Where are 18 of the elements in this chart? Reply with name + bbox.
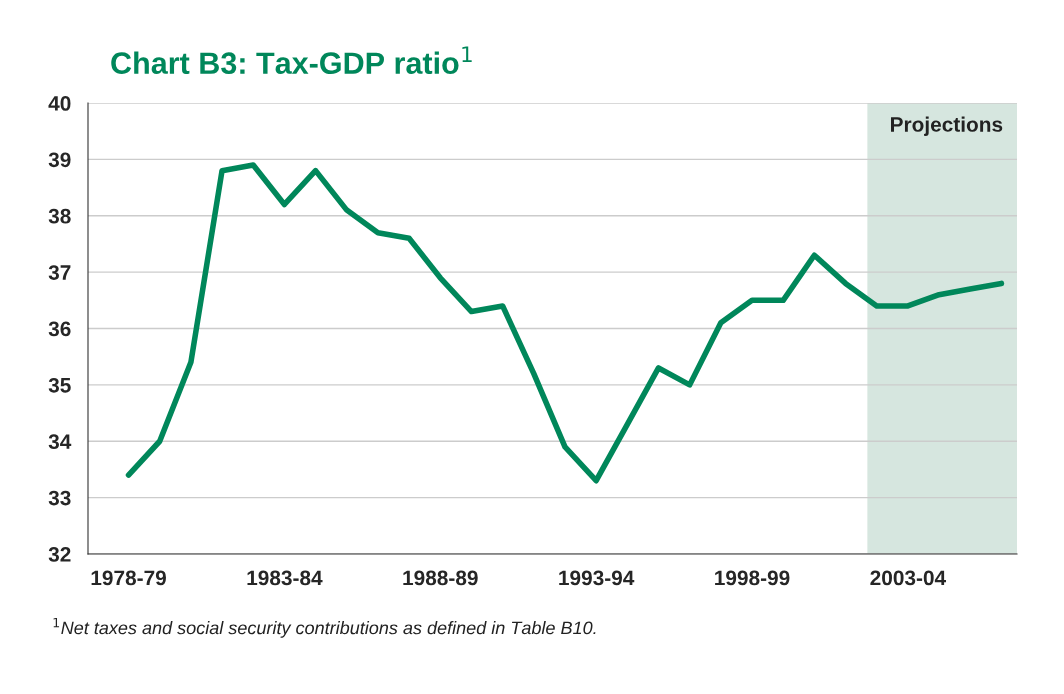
x-tick-label: 1998-99 — [715, 570, 790, 586]
x-tick-label: 1988-89 — [403, 570, 478, 586]
y-tick-label: 38 — [48, 208, 71, 224]
y-tick-label: 32 — [48, 547, 71, 562]
y-tick-label: 39 — [48, 152, 71, 168]
y-tick-label: 37 — [48, 265, 71, 280]
y-tick-label: 40 — [48, 96, 71, 111]
chart-title: Chart B3: Tax-GDP ratio$^{1}$ — [111, 46, 472, 75]
y-tick-label: 33 — [48, 490, 71, 506]
y-tick-label: 35 — [48, 377, 71, 393]
x-tick-label: 1978-79 — [91, 570, 166, 586]
x-tick-label: 1983-84 — [247, 570, 323, 586]
x-tick-label: 1993-94 — [559, 570, 635, 586]
x-tick-label: 2003-04 — [870, 570, 947, 586]
text: $^{1}$Net taxes and social security contributions as defined in Table B10. — [53, 617, 596, 638]
y-tick-label: 34 — [48, 434, 72, 450]
annotation: Projections — [891, 116, 1003, 136]
y-tick-label: 36 — [48, 321, 71, 337]
